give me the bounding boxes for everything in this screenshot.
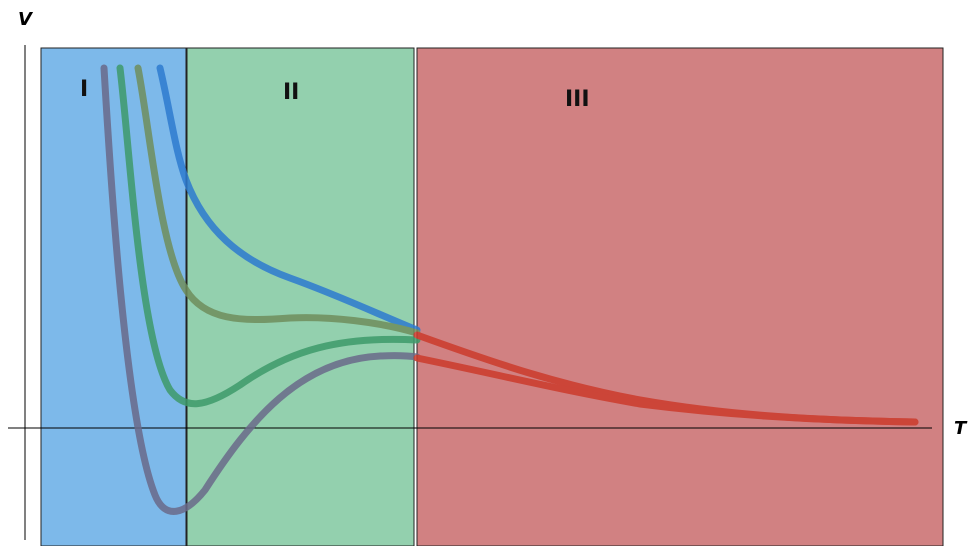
region-i xyxy=(40,47,187,546)
curve-monotone xyxy=(156,64,421,334)
region-label-iii: III xyxy=(565,87,590,112)
curve-tail-lower xyxy=(413,354,919,426)
curves-group xyxy=(100,64,919,515)
curve-deep-well xyxy=(100,64,421,515)
region-label-i: I xyxy=(80,77,88,102)
y-axis-label: V xyxy=(18,9,34,30)
region-label-ii: II xyxy=(283,80,299,105)
region-iii xyxy=(416,47,944,546)
curve-shallow-well xyxy=(116,64,421,408)
curve-inflection xyxy=(134,64,421,337)
x-axis-label: T xyxy=(954,418,968,439)
